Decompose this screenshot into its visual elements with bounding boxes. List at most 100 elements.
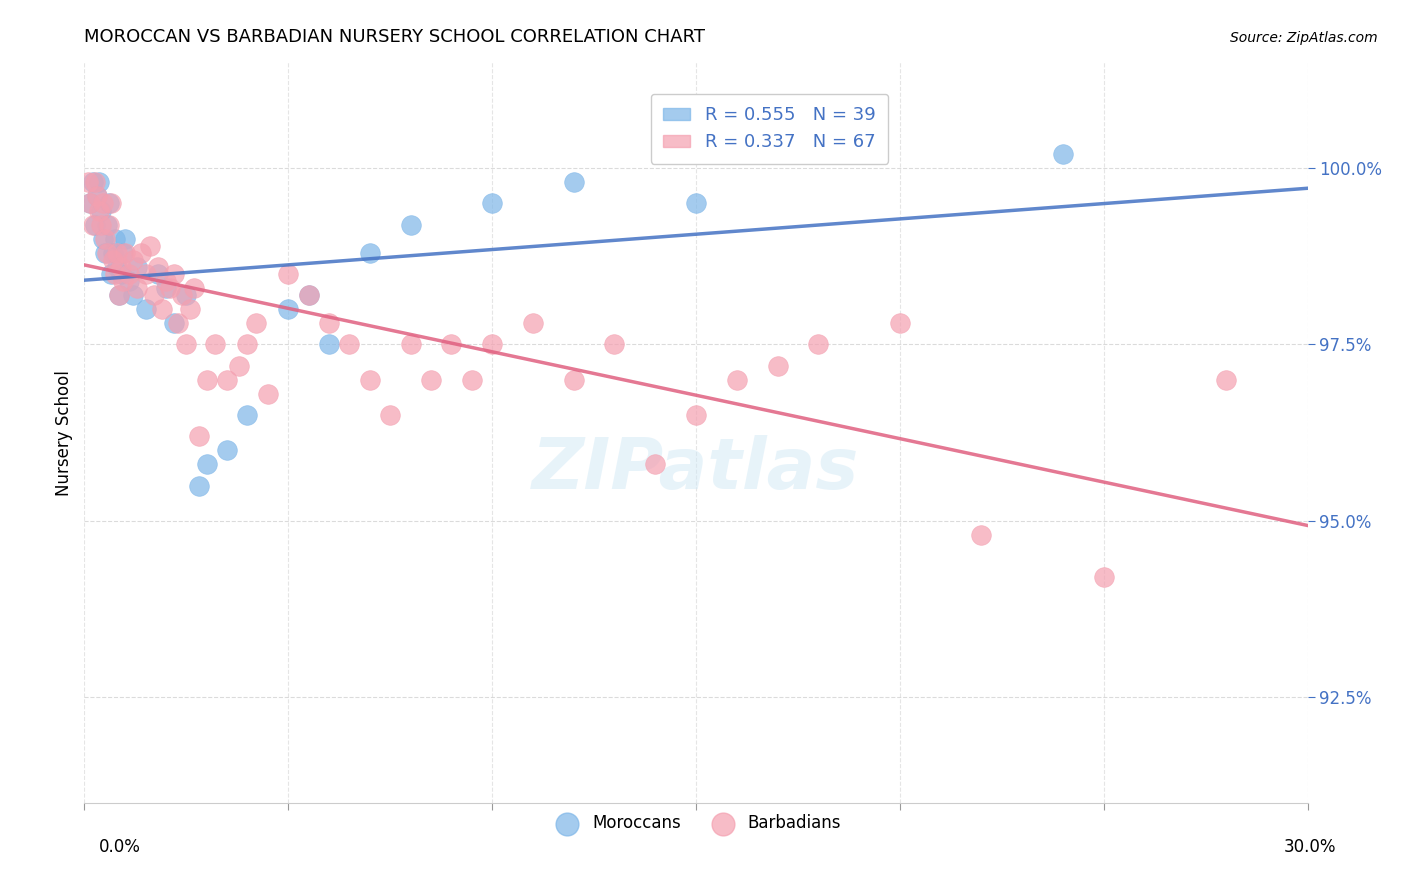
Point xyxy=(97,218,120,232)
Point xyxy=(807,337,830,351)
Point xyxy=(101,245,124,260)
Point xyxy=(105,245,128,260)
Point xyxy=(100,267,122,281)
Point xyxy=(318,337,340,351)
Point xyxy=(766,359,789,373)
Point xyxy=(108,288,131,302)
Point xyxy=(83,175,105,189)
Point xyxy=(86,189,108,203)
Point xyxy=(118,267,141,281)
Point xyxy=(108,288,131,302)
Point xyxy=(87,175,110,189)
Point xyxy=(86,189,108,203)
Point xyxy=(167,316,190,330)
Point xyxy=(298,288,321,302)
Point xyxy=(96,245,118,260)
Point xyxy=(79,196,101,211)
Y-axis label: Nursery School: Nursery School xyxy=(55,369,73,496)
Point xyxy=(101,252,124,267)
Point xyxy=(82,218,104,232)
Text: MOROCCAN VS BARBADIAN NURSERY SCHOOL CORRELATION CHART: MOROCCAN VS BARBADIAN NURSERY SCHOOL COR… xyxy=(84,28,706,45)
Point xyxy=(339,337,361,351)
Point xyxy=(1052,147,1074,161)
Point xyxy=(359,245,381,260)
Text: 0.0%: 0.0% xyxy=(98,838,141,855)
Point xyxy=(114,232,136,246)
Point xyxy=(118,274,141,288)
Point xyxy=(122,288,145,302)
Point xyxy=(155,274,177,288)
Point xyxy=(522,316,544,330)
Point xyxy=(179,302,201,317)
Point xyxy=(174,288,197,302)
Point xyxy=(562,175,585,189)
Point xyxy=(96,218,118,232)
Text: 30.0%: 30.0% xyxy=(1284,838,1336,855)
Point xyxy=(105,260,128,274)
Point xyxy=(104,267,127,281)
Point xyxy=(93,232,115,246)
Point xyxy=(644,458,666,472)
Point xyxy=(359,373,381,387)
Legend: Moroccans, Barbadians: Moroccans, Barbadians xyxy=(544,807,848,838)
Point xyxy=(298,288,321,302)
Point xyxy=(1092,570,1115,584)
Point xyxy=(91,232,114,246)
Point xyxy=(889,316,911,330)
Point xyxy=(135,267,157,281)
Point xyxy=(142,288,165,302)
Point xyxy=(163,316,186,330)
Point xyxy=(104,232,127,246)
Point xyxy=(77,175,100,189)
Point xyxy=(138,239,160,253)
Point xyxy=(399,218,422,232)
Point xyxy=(91,196,114,211)
Point xyxy=(146,260,169,274)
Point xyxy=(112,274,135,288)
Point xyxy=(90,203,112,218)
Point xyxy=(217,373,239,387)
Point xyxy=(172,288,194,302)
Text: Source: ZipAtlas.com: Source: ZipAtlas.com xyxy=(1230,31,1378,45)
Point xyxy=(112,245,135,260)
Point xyxy=(204,337,226,351)
Point xyxy=(228,359,250,373)
Point xyxy=(195,373,218,387)
Point xyxy=(195,458,218,472)
Point xyxy=(217,443,239,458)
Point xyxy=(82,175,104,189)
Point xyxy=(461,373,484,387)
Point xyxy=(159,281,181,295)
Point xyxy=(399,337,422,351)
Point xyxy=(380,408,402,422)
Point xyxy=(187,429,209,443)
Point xyxy=(90,218,112,232)
Point xyxy=(257,387,280,401)
Point xyxy=(127,260,149,274)
Point xyxy=(163,267,186,281)
Point xyxy=(100,196,122,211)
Point xyxy=(236,408,259,422)
Point xyxy=(970,528,993,542)
Point xyxy=(83,218,105,232)
Point xyxy=(481,196,503,211)
Point xyxy=(135,302,157,317)
Point xyxy=(110,267,132,281)
Point xyxy=(725,373,748,387)
Point xyxy=(318,316,340,330)
Point xyxy=(131,245,153,260)
Point xyxy=(685,196,707,211)
Point xyxy=(245,316,267,330)
Point xyxy=(93,245,115,260)
Point xyxy=(236,337,259,351)
Point xyxy=(122,252,145,267)
Point xyxy=(79,196,101,211)
Point xyxy=(155,281,177,295)
Point xyxy=(277,302,299,317)
Text: ZIPatlas: ZIPatlas xyxy=(533,435,859,504)
Point xyxy=(150,302,173,317)
Point xyxy=(146,267,169,281)
Point xyxy=(420,373,443,387)
Point xyxy=(127,281,149,295)
Point xyxy=(481,337,503,351)
